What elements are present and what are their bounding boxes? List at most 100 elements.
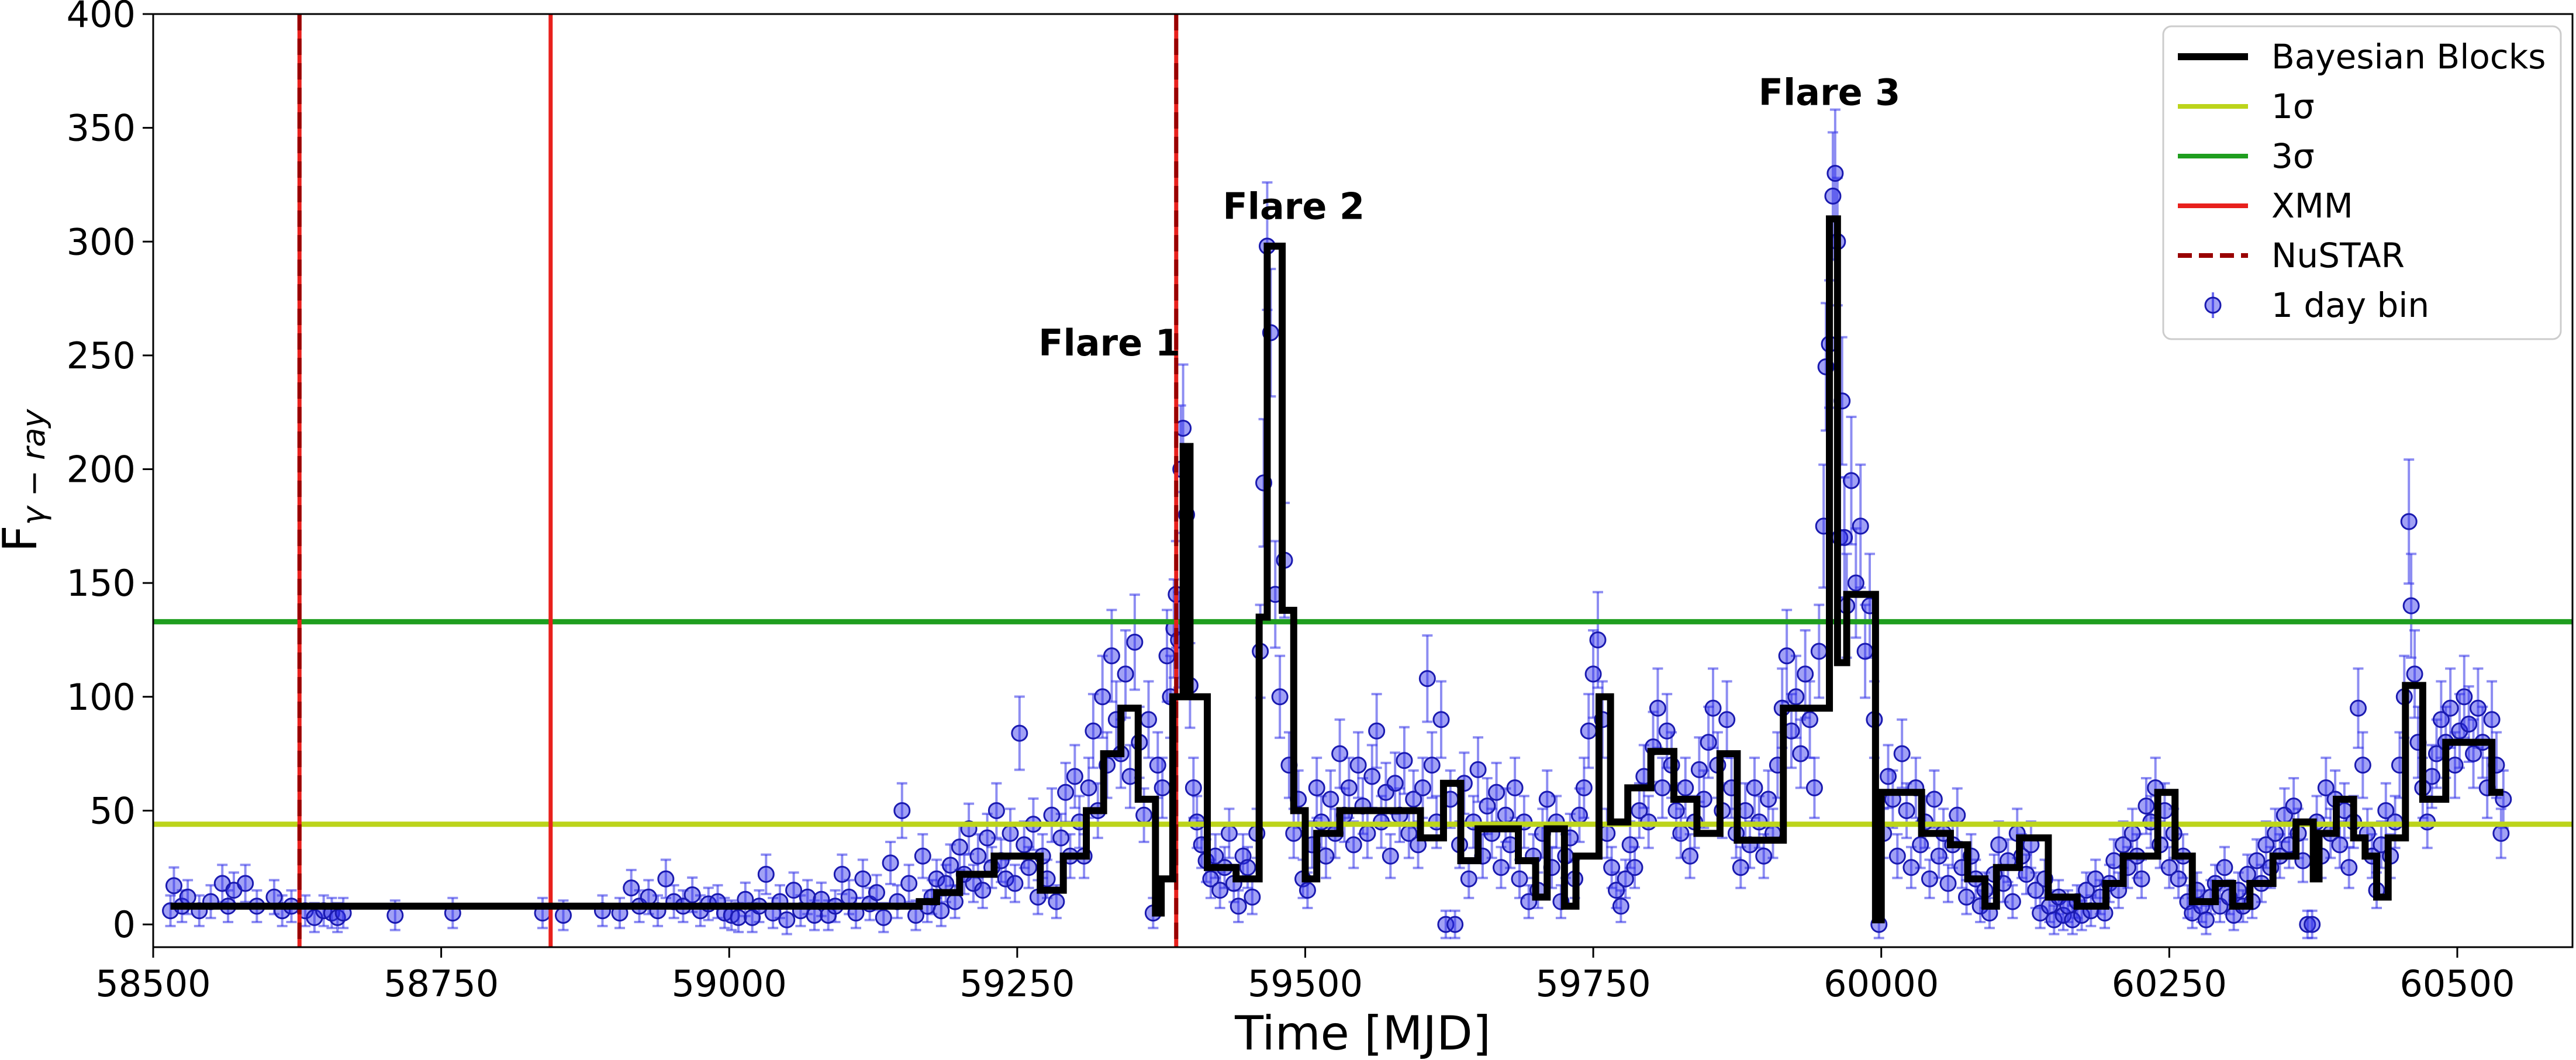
x-tick-label: 59500 bbox=[1248, 962, 1363, 1005]
data-point bbox=[1826, 164, 1844, 182]
data-point bbox=[1760, 790, 1777, 808]
data-point bbox=[1016, 836, 1033, 854]
data-point bbox=[683, 886, 701, 903]
data-point bbox=[1271, 688, 1289, 706]
data-point bbox=[2402, 597, 2420, 614]
data-point bbox=[623, 879, 640, 897]
legend-label: XMM bbox=[2271, 186, 2353, 226]
flare-label-2: Flare 2 bbox=[1223, 185, 1365, 227]
x-tick-label: 59750 bbox=[1535, 962, 1650, 1005]
data-point bbox=[2465, 745, 2482, 762]
data-point bbox=[1048, 893, 1065, 910]
data-point bbox=[2045, 911, 2063, 928]
legend-label: 1σ bbox=[2271, 87, 2315, 126]
data-point bbox=[1460, 870, 1477, 888]
data-point bbox=[2317, 779, 2335, 797]
data-point bbox=[1230, 897, 1247, 915]
data-point bbox=[1158, 647, 1176, 665]
data-point bbox=[868, 884, 885, 902]
data-point bbox=[1570, 806, 1588, 824]
data-point bbox=[1103, 647, 1120, 665]
data-point bbox=[1492, 859, 1510, 876]
data-point bbox=[2432, 711, 2450, 728]
data-point bbox=[2160, 859, 2178, 876]
data-point bbox=[1488, 783, 1505, 801]
data-point bbox=[1580, 722, 1597, 740]
data-point bbox=[2460, 716, 2478, 733]
data-point bbox=[1958, 888, 1976, 906]
data-point bbox=[987, 802, 1005, 819]
y-axis-title-main: F bbox=[0, 525, 47, 552]
data-point bbox=[840, 888, 858, 906]
data-point bbox=[1704, 699, 1722, 717]
data-point bbox=[933, 902, 950, 920]
data-point bbox=[1359, 824, 1376, 842]
y-tick-label: 50 bbox=[89, 789, 136, 832]
data-point bbox=[799, 888, 816, 906]
legend-marker bbox=[2204, 296, 2222, 314]
data-point bbox=[875, 909, 892, 926]
data-point bbox=[1506, 779, 1524, 797]
sigma-lines bbox=[153, 619, 2572, 827]
data-point bbox=[2340, 859, 2358, 876]
data-point bbox=[386, 907, 404, 924]
data-point bbox=[1386, 775, 1404, 792]
y-axis-title-subscript: γ − ray bbox=[15, 409, 52, 526]
data-point bbox=[237, 875, 254, 892]
y-tick-label: 200 bbox=[67, 448, 136, 491]
data-point bbox=[854, 870, 872, 888]
y-tick-label: 300 bbox=[67, 220, 136, 263]
legend-label: NuSTAR bbox=[2271, 236, 2405, 275]
data-point bbox=[1345, 836, 1362, 854]
data-point bbox=[1612, 897, 1629, 915]
y-tick-label: 400 bbox=[67, 0, 136, 36]
data-point bbox=[1912, 836, 1929, 854]
data-point bbox=[1020, 859, 1038, 876]
data-point bbox=[1308, 779, 1325, 797]
bayesian-blocks-line bbox=[170, 215, 2504, 924]
data-point bbox=[2054, 907, 2072, 924]
legend: Bayesian Blocks 1σ 3σ XMM NuSTAR 1 day bin bbox=[2162, 25, 2562, 340]
data-point bbox=[1700, 734, 1717, 751]
data-point bbox=[1057, 783, 1075, 801]
data-point bbox=[1787, 688, 1805, 706]
data-point bbox=[657, 870, 675, 888]
data-point bbox=[1220, 824, 1238, 842]
data-point bbox=[1052, 829, 1070, 847]
legend-label: Bayesian Blocks bbox=[2271, 37, 2546, 77]
data-point bbox=[2239, 865, 2256, 883]
data-point bbox=[2483, 711, 2501, 728]
data-point bbox=[1244, 888, 1261, 906]
data-point bbox=[1006, 875, 1024, 892]
data-point bbox=[1382, 847, 1399, 865]
data-point bbox=[2456, 688, 2473, 706]
flare-annotations: Flare 1 Flare 2 Flare 3 bbox=[1038, 71, 1900, 364]
x-tick-label: 59000 bbox=[672, 962, 787, 1005]
data-point bbox=[1211, 882, 1229, 899]
data-point bbox=[1589, 631, 1607, 648]
data-point bbox=[2267, 824, 2284, 842]
data-point bbox=[2105, 852, 2123, 869]
data-point bbox=[1902, 859, 1920, 876]
data-point bbox=[1677, 779, 1694, 797]
data-point bbox=[1626, 859, 1643, 876]
data-point bbox=[997, 870, 1014, 888]
legend-label: 3σ bbox=[2271, 136, 2315, 176]
data-point bbox=[1414, 779, 1431, 797]
data-point bbox=[2469, 699, 2487, 717]
data-point bbox=[969, 847, 987, 865]
data-point bbox=[2064, 911, 2081, 928]
data-point bbox=[554, 907, 572, 924]
data-point bbox=[778, 911, 796, 928]
data-point bbox=[1805, 779, 1823, 797]
data-point bbox=[1469, 761, 1487, 778]
data-point bbox=[1746, 779, 1763, 797]
data-point bbox=[1732, 859, 1749, 876]
data-point bbox=[2406, 665, 2423, 683]
x-tick-label: 58750 bbox=[384, 962, 499, 1005]
data-point bbox=[2304, 916, 2321, 933]
data-point bbox=[1847, 574, 1864, 592]
data-point bbox=[1603, 859, 1621, 876]
data-point bbox=[1479, 797, 1496, 815]
data-point bbox=[2354, 757, 2371, 774]
